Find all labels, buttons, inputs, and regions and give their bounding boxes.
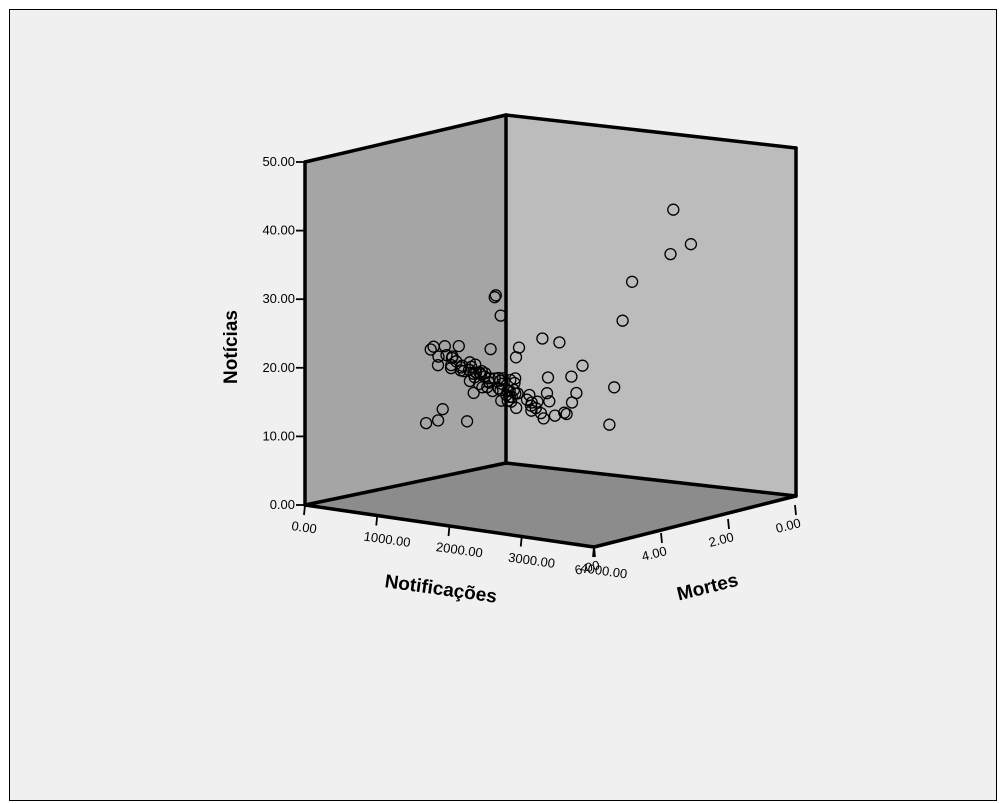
data-point (616, 314, 629, 327)
z-tick-label: 50.00 (262, 154, 295, 169)
data-point (424, 343, 437, 356)
x-tick-mark (519, 536, 523, 547)
z-tick-label: 20.00 (262, 360, 295, 375)
data-point (553, 336, 566, 349)
data-point (603, 418, 616, 431)
data-point (431, 414, 445, 427)
data-point (488, 291, 501, 304)
y-tick-label: 4.00 (640, 543, 668, 564)
data-point (576, 359, 589, 372)
data-point (460, 415, 474, 428)
data-point (664, 247, 677, 261)
data-point (488, 372, 501, 385)
data-point (463, 356, 476, 369)
data-point (565, 370, 578, 383)
data-point (541, 371, 555, 384)
data-point (540, 387, 554, 400)
y-tick-mark (593, 546, 596, 558)
data-point (455, 359, 469, 372)
y-tick-label: 0.00 (774, 515, 802, 536)
x-axis-title: Notificações (383, 571, 498, 608)
data-point (625, 275, 639, 288)
y-tick-mark (660, 532, 663, 544)
z-axis-ticks: 0.00 10.00 20.00 30.00 40.00 50.00 (262, 154, 305, 512)
data-point (446, 350, 459, 363)
x-tick-label: 2000.00 (435, 539, 484, 560)
data-point (511, 387, 524, 400)
data-point (570, 386, 583, 400)
data-point (608, 381, 621, 394)
z-tick-label: 0.00 (270, 497, 295, 512)
z-tick-label: 40.00 (262, 223, 295, 238)
data-point (438, 340, 451, 353)
y-axis-ticks: 0.00 2.00 4.00 6.00 (573, 504, 802, 578)
x-tick-label: 0.00 (291, 518, 318, 536)
data-point (558, 406, 571, 419)
box-edges (303, 113, 798, 549)
data-point (469, 366, 483, 379)
z-axis-title: Notícias (221, 310, 242, 384)
y-axis-title: Mortes (675, 570, 741, 605)
data-point (436, 403, 449, 416)
data-point (512, 341, 526, 354)
y-tick-mark (727, 518, 730, 530)
data-point (509, 372, 522, 385)
data-point (503, 390, 516, 403)
x-tick-mark (303, 504, 306, 516)
z-tick-label: 10.00 (262, 428, 295, 443)
data-point (560, 407, 573, 421)
y-tick-label: 2.00 (707, 529, 735, 550)
x-axis-ticks: 0.00 1000.00 2000.00 3000.00 4000.00 (291, 504, 629, 582)
data-point (494, 309, 507, 322)
data-point (419, 416, 433, 430)
scatter-3d-chart: 0.00 10.00 20.00 30.00 40.00 50.00 0.00 1000.0… (221, 113, 802, 608)
data-point (431, 359, 445, 372)
chart-frame: 0.00 10.00 20.00 30.00 40.00 50.00 0.00 1000.0… (9, 9, 997, 801)
data-points (419, 203, 698, 431)
data-point (486, 384, 499, 398)
data-point (494, 374, 507, 387)
x-tick-mark (447, 525, 451, 537)
data-point (536, 332, 549, 345)
x-tick-label: 1000.00 (363, 529, 412, 550)
y-tick-label: 6.00 (573, 557, 601, 578)
data-point (467, 386, 480, 400)
data-point (507, 383, 521, 397)
x-tick-label: 3000.00 (507, 550, 556, 571)
back-wall (506, 115, 796, 496)
data-point (452, 339, 465, 353)
data-point (469, 358, 482, 371)
data-point (489, 289, 502, 302)
data-point (684, 238, 698, 251)
x-tick-label: 4000.00 (580, 560, 629, 581)
left-wall (305, 115, 506, 505)
data-point (537, 412, 550, 425)
data-point (529, 401, 542, 415)
data-point (432, 350, 445, 363)
data-point (440, 348, 453, 362)
x-tick-mark (375, 515, 379, 526)
data-point (531, 395, 544, 408)
data-point (510, 401, 523, 415)
y-tick-mark (794, 504, 797, 516)
data-point (543, 395, 556, 408)
data-point (484, 342, 497, 356)
z-tick-label: 30.00 (262, 291, 295, 306)
data-point (667, 203, 680, 216)
